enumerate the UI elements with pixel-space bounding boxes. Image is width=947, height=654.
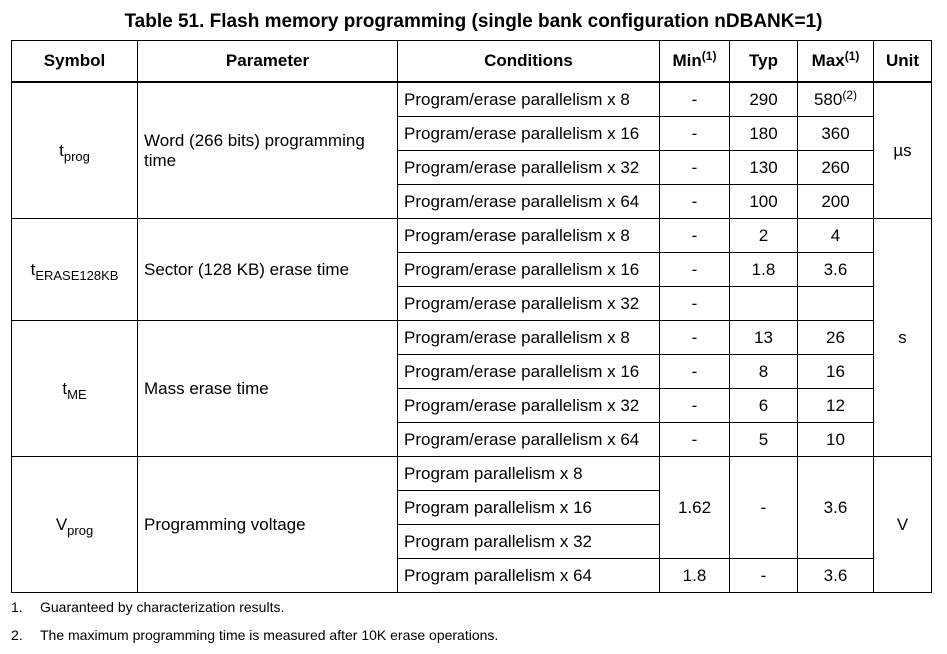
table-row: Program/erase parallelism x 32 - 6 12 xyxy=(12,388,932,423)
typ-cell: - xyxy=(729,558,798,593)
parameter-cell: Mass erase time xyxy=(137,320,398,457)
symbol-cell: Vprog xyxy=(11,456,138,593)
table-row: Program parallelism x 16 xyxy=(12,490,932,525)
max-cell: 3.6 xyxy=(797,252,874,287)
typ-cell: 290 xyxy=(729,81,798,117)
header-typ: Typ xyxy=(729,40,798,83)
footnote-number: 2. xyxy=(11,627,23,643)
condition-cell: Program/erase parallelism x 32 xyxy=(397,150,660,185)
typ-cell: 180 xyxy=(729,116,798,151)
parameter-cell: Programming voltage xyxy=(137,456,398,593)
max-cell: 260 xyxy=(797,150,874,185)
symbol-cell: tprog xyxy=(11,81,138,219)
typ-cell: 13 xyxy=(729,320,798,355)
header-min: Min(1) xyxy=(659,40,730,83)
flash-programming-table: Symbol Parameter Conditions Min(1) Typ M… xyxy=(11,40,932,593)
symbol-cell: tME xyxy=(11,320,138,457)
typ-cell: 2 xyxy=(729,218,798,253)
header-max: Max(1) xyxy=(797,40,874,83)
condition-cell: Program parallelism x 8 xyxy=(397,456,660,491)
condition-cell: Program parallelism x 64 xyxy=(397,558,660,593)
condition-cell: Program/erase parallelism x 16 xyxy=(397,116,660,151)
min-cell: - xyxy=(659,286,730,321)
header-unit: Unit xyxy=(873,40,932,83)
min-cell: - xyxy=(659,252,730,287)
condition-cell: Program/erase parallelism x 8 xyxy=(397,218,660,253)
max-cell: 10 xyxy=(797,422,874,457)
typ-cell: 5 xyxy=(729,422,798,457)
unit-cell: V xyxy=(873,456,932,593)
table-row: Program/erase parallelism x 64 - 5 10 xyxy=(12,422,932,457)
condition-cell: Program/erase parallelism x 8 xyxy=(397,320,660,355)
table-row: Program parallelism x 64 1.8 - 3.6 xyxy=(12,558,932,593)
table-row: Vprog Programming voltage Program parall… xyxy=(11,456,932,593)
max-cell: 16 xyxy=(797,354,874,389)
table-row: Program/erase parallelism x 32 - xyxy=(12,286,932,321)
table-title: Table 51. Flash memory programming (sing… xyxy=(124,11,823,32)
max-cell: 4 xyxy=(797,218,874,253)
typ-cell xyxy=(729,286,798,321)
symbol-cell: tERASE128KB xyxy=(11,218,138,321)
min-cell: - xyxy=(659,116,730,151)
condition-cell: Program/erase parallelism x 32 xyxy=(397,286,660,321)
table-row: Program/erase parallelism x 16 - 180 360 xyxy=(12,116,932,151)
max-cell: 3.6 xyxy=(797,456,874,559)
min-cell: - xyxy=(659,184,730,219)
typ-cell: - xyxy=(729,456,798,559)
footnote-text: The maximum programming time is measured… xyxy=(40,627,499,643)
min-cell: 1.62 xyxy=(659,456,730,559)
min-cell: - xyxy=(659,81,730,117)
parameter-cell: Word (266 bits) programming time xyxy=(137,81,398,219)
min-cell: - xyxy=(659,320,730,355)
condition-cell: Program/erase parallelism x 16 xyxy=(397,252,660,287)
header-row: Symbol Parameter Conditions Min(1) Typ M… xyxy=(11,40,932,83)
min-cell: - xyxy=(659,422,730,457)
max-cell: 3.6 xyxy=(797,558,874,593)
min-cell: - xyxy=(659,150,730,185)
min-cell: 1.8 xyxy=(659,558,730,593)
header-parameter: Parameter xyxy=(137,40,398,83)
condition-cell: Program/erase parallelism x 64 xyxy=(397,422,660,457)
unit-cell: µs xyxy=(873,81,932,219)
footnote-ref: (1) xyxy=(844,49,860,63)
min-cell: - xyxy=(659,218,730,253)
max-cell xyxy=(797,286,874,321)
min-cell: - xyxy=(659,354,730,389)
table-row: Program/erase parallelism x 16 - 8 16 xyxy=(12,354,932,389)
max-cell: 12 xyxy=(797,388,874,423)
min-cell: - xyxy=(659,388,730,423)
header-symbol: Symbol xyxy=(11,40,138,83)
unit-cell: s xyxy=(873,218,932,457)
table-row: Program parallelism x 32 xyxy=(12,524,932,559)
footnote-ref: (1) xyxy=(701,49,717,63)
typ-cell: 130 xyxy=(729,150,798,185)
typ-cell: 100 xyxy=(729,184,798,219)
typ-cell: 6 xyxy=(729,388,798,423)
table-row: Program/erase parallelism x 32 - 130 260 xyxy=(12,150,932,185)
parameter-cell: Sector (128 KB) erase time xyxy=(137,218,398,321)
header-conditions: Conditions xyxy=(397,40,660,83)
condition-cell: Program/erase parallelism x 64 xyxy=(397,184,660,219)
typ-cell: 1.8 xyxy=(729,252,798,287)
typ-cell: 8 xyxy=(729,354,798,389)
footnote-text: Guaranteed by characterization results. xyxy=(40,599,285,615)
table-row: tprog Word (266 bits) programming time P… xyxy=(11,81,932,219)
table-row: Program/erase parallelism x 16 - 1.8 3.6 xyxy=(12,252,932,287)
table-row: tME Mass erase time Program/erase parall… xyxy=(11,320,932,457)
max-cell: 26 xyxy=(797,320,874,355)
condition-cell: Program/erase parallelism x 8 xyxy=(397,81,660,117)
table-row: Program/erase parallelism x 64 - 100 200 xyxy=(12,184,932,219)
table-row: tERASE128KB Sector (128 KB) erase time P… xyxy=(11,218,932,457)
condition-cell: Program/erase parallelism x 16 xyxy=(397,354,660,389)
condition-cell: Program/erase parallelism x 32 xyxy=(397,388,660,423)
footnote-ref: (2) xyxy=(842,87,858,102)
max-cell: 200 xyxy=(797,184,874,219)
max-cell: 580(2) xyxy=(797,81,874,117)
max-cell: 360 xyxy=(797,116,874,151)
footnote-number: 1. xyxy=(11,599,23,615)
condition-cell: Program parallelism x 16 xyxy=(397,490,660,525)
condition-cell: Program parallelism x 32 xyxy=(397,524,660,559)
